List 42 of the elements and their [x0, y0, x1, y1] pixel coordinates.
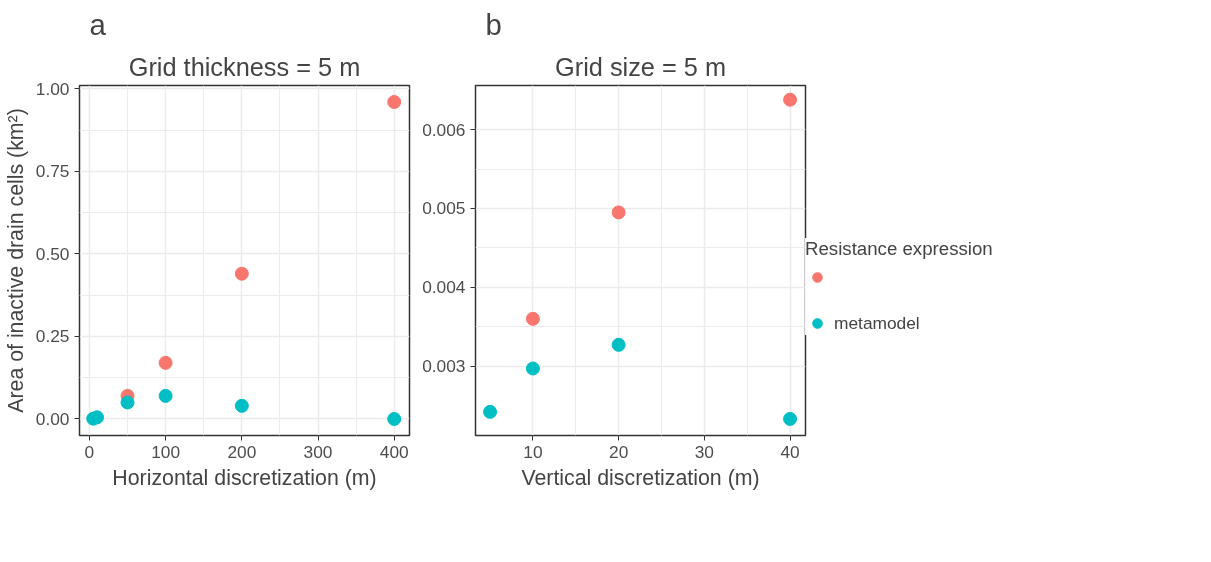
x-axis-title: Vertical discretization (m)	[521, 465, 760, 490]
legend-title: Resistance expression	[805, 238, 993, 260]
y-tick-label: 0.25	[35, 326, 70, 347]
text: a	[89, 7, 107, 41]
point	[387, 412, 402, 426]
point	[158, 355, 173, 370]
point	[90, 410, 105, 425]
x-tick-label: 10	[523, 441, 543, 462]
point	[525, 311, 540, 326]
point	[120, 395, 135, 410]
x-tick-label: 40	[780, 441, 800, 462]
point	[158, 388, 173, 403]
point	[234, 398, 249, 413]
point	[611, 337, 626, 352]
x-tick-label: 200	[227, 441, 257, 462]
legend-label: metamodel	[834, 312, 920, 334]
x-tick-label: 0	[84, 441, 95, 462]
x-tick-label: 400	[379, 441, 409, 462]
y-axis-title: Area of inactive drain cells (km²)	[3, 108, 28, 413]
chart-title: Grid size = 5 m	[554, 52, 727, 81]
y-tick-label: 0.75	[35, 161, 70, 182]
y-tick-label: 0.50	[35, 243, 70, 264]
point	[234, 266, 249, 281]
y-tick-label: 1.00	[35, 78, 70, 99]
y-tick-label: 0.005	[422, 198, 466, 219]
x-tick-label: 30	[694, 441, 714, 462]
point	[525, 361, 540, 376]
chart-title: Grid thickness = 5 m	[128, 52, 361, 81]
y-tick-label: 0.004	[422, 277, 466, 298]
x-tick-label: 100	[151, 441, 181, 462]
x-tick-label: 300	[303, 441, 333, 462]
x-axis-title: Horizontal discretization (m)	[112, 465, 377, 490]
y-tick-label: 0.003	[422, 356, 466, 377]
point	[783, 92, 798, 107]
point	[387, 95, 402, 109]
y-tick-label: 0.006	[422, 119, 466, 140]
point	[611, 205, 626, 220]
y-tick-label: 0.00	[35, 408, 70, 429]
x-tick-label: 20	[609, 441, 629, 462]
text: b	[485, 7, 502, 41]
point	[783, 411, 798, 426]
point	[483, 404, 498, 419]
